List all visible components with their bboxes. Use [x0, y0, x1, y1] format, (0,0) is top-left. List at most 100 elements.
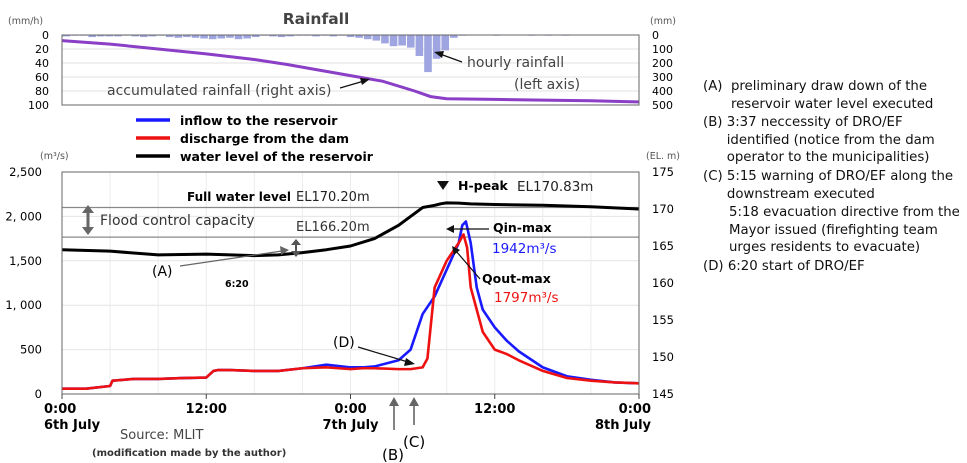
hourly-rainfall-bar	[355, 35, 363, 38]
main-right-tick: 145	[652, 387, 674, 401]
main-right-tick: 160	[652, 276, 674, 290]
hourly-rainfall-bar	[424, 35, 432, 73]
notes-list: (A) preliminary draw down of the reservo…	[703, 78, 965, 277]
rainfall-title: Rainfall	[283, 10, 350, 28]
hourly-rainfall-bar	[389, 35, 398, 47]
hourly-rainfall-bar	[398, 35, 406, 46]
source-label: Source: MLIT	[120, 428, 203, 443]
hourly-rainfall-bar	[217, 35, 226, 39]
hourly-rainfall-bar	[200, 35, 208, 39]
x-tick-time: 0:00	[334, 402, 366, 417]
hourly-rainfall-bar	[114, 35, 122, 37]
legend: inflow to the reservoir discharge from t…	[136, 113, 374, 164]
flood-control-arrow-icon	[82, 205, 94, 235]
main-left-axis-ticks: 0 500 1, 000 1,500 2, 000 2,500	[5, 165, 42, 401]
hourly-arrow	[439, 53, 463, 63]
reference-lines	[62, 206, 639, 238]
marker-a-label: (A)	[152, 264, 173, 280]
main-left-unit: (m³/s)	[40, 151, 69, 162]
hourly-rainfall-bar	[286, 35, 295, 37]
marker-d-label: (D)	[333, 335, 355, 351]
main-right-axis-ticks: 145 150 155 160 165 170 175	[652, 165, 674, 401]
x-tick-time: 12:00	[186, 402, 227, 417]
hourly-rainfall-bar	[363, 35, 372, 40]
note-c-evacuation: 5:18 evacuation directive from the Mayor…	[703, 204, 965, 257]
full-water-level-value: EL170.20m	[296, 190, 370, 205]
note-d-label: (D)	[703, 258, 728, 274]
hourly-rainfall-bar	[165, 35, 174, 38]
rainfall-plot-frame	[61, 34, 640, 106]
hourly-rainfall-bar	[234, 35, 243, 40]
rainfall-right-unit: (mm)	[650, 16, 676, 27]
hourly-rainfall-bar	[329, 35, 338, 37]
marker-b-arrow-head	[389, 397, 399, 406]
main-left-tick: 1, 000	[5, 298, 42, 312]
full-water-level-label: Full water level	[187, 190, 291, 204]
h-peak-value: EL170.83m	[517, 179, 593, 195]
qout-max-arrow-head	[452, 246, 460, 255]
rainfall-right-tick: 100	[652, 43, 673, 56]
note-b: (B) 3:37 neccessity of DRO/EF identified…	[703, 114, 965, 167]
marker-b-label: (B)	[382, 446, 404, 463]
hourly-rainfall-bar	[105, 35, 114, 37]
discharge-line	[62, 233, 640, 390]
time-620-label: 6:20	[225, 279, 249, 290]
main-left-tick: 0	[35, 387, 42, 401]
h-peak-label: H-peak	[458, 178, 509, 193]
hourly-rainfall-bar	[140, 35, 148, 38]
rainfall-right-tick: 0	[652, 29, 659, 42]
rainfall-left-tick: 40	[35, 57, 49, 70]
legend-water-level-label: water level of the reservoir	[180, 149, 374, 164]
main-right-tick: 165	[652, 239, 674, 253]
main-panel: (m³/s) (EL. m) 0 500 1, 000 1,500 2, 000 2,50…	[5, 151, 680, 463]
rainfall-left-unit: (mm/h)	[8, 16, 43, 27]
accumulated-rainfall-annotation: accumulated rainfall (right axis)	[107, 83, 331, 99]
rainfall-left-tick: 80	[35, 85, 49, 98]
main-right-tick: 155	[652, 313, 674, 327]
main-right-unit: (EL. m)	[646, 151, 680, 162]
hourly-rainfall-bar	[372, 35, 381, 41]
hourly-rainfall-bar	[226, 35, 234, 38]
qin-max-arrow-head	[446, 225, 454, 233]
drawdown-arrow-icon	[291, 239, 301, 257]
x-tick-date: 6th July	[44, 418, 101, 433]
note-a-text: preliminary draw down of the reservoir w…	[730, 79, 934, 112]
main-left-tick: 500	[20, 343, 42, 357]
note-b-label: (B)	[703, 115, 727, 131]
marker-a-arrow	[179, 250, 283, 267]
hourly-rainfall-bar	[346, 35, 355, 38]
rainfall-left-tick: 60	[35, 71, 49, 84]
hourly-rainfall-axis-note: (left axis)	[514, 77, 580, 93]
main-left-tick: 2,500	[9, 165, 42, 179]
marker-d-arrow-head	[404, 358, 415, 366]
water-level-line	[61, 201, 640, 258]
hourly-rainfall-bar	[183, 35, 191, 38]
marker-c-label: (C)	[403, 433, 425, 451]
hourly-rainfall-bar	[88, 35, 96, 38]
modification-label: (modification made by the author)	[92, 448, 286, 459]
hourly-rainfall-bar	[441, 35, 450, 51]
x-tick-date: 8th July	[595, 418, 652, 433]
hourly-rainfall-bar	[243, 35, 251, 39]
qout-max-label: Qout-max	[482, 271, 551, 286]
hourly-rainfall-bar	[415, 35, 424, 56]
qout-max-value: 1797m³/s	[494, 290, 559, 306]
hourly-rainfall-bar	[251, 35, 260, 38]
rainfall-right-tick: 300	[652, 71, 673, 84]
hourly-rainfall-bar	[148, 35, 157, 37]
hourly-rainfall-annotation: hourly rainfall	[467, 55, 564, 71]
note-c-text: 5:15 warning of DRO/EF along the downstr…	[726, 168, 958, 202]
qin-max-label: Qin-max	[493, 220, 552, 235]
x-tick-date: 7th July	[322, 418, 379, 433]
hourly-rainfall-bar	[62, 35, 71, 37]
rainfall-right-tick: 500	[652, 99, 673, 112]
x-tick-time: 0:00	[44, 402, 76, 417]
hourly-rainfall-bar	[432, 35, 441, 59]
hourly-rainfall-bar	[277, 35, 286, 38]
h-peak-marker-icon	[437, 181, 449, 190]
legend-discharge-label: discharge from the dam	[180, 131, 349, 146]
